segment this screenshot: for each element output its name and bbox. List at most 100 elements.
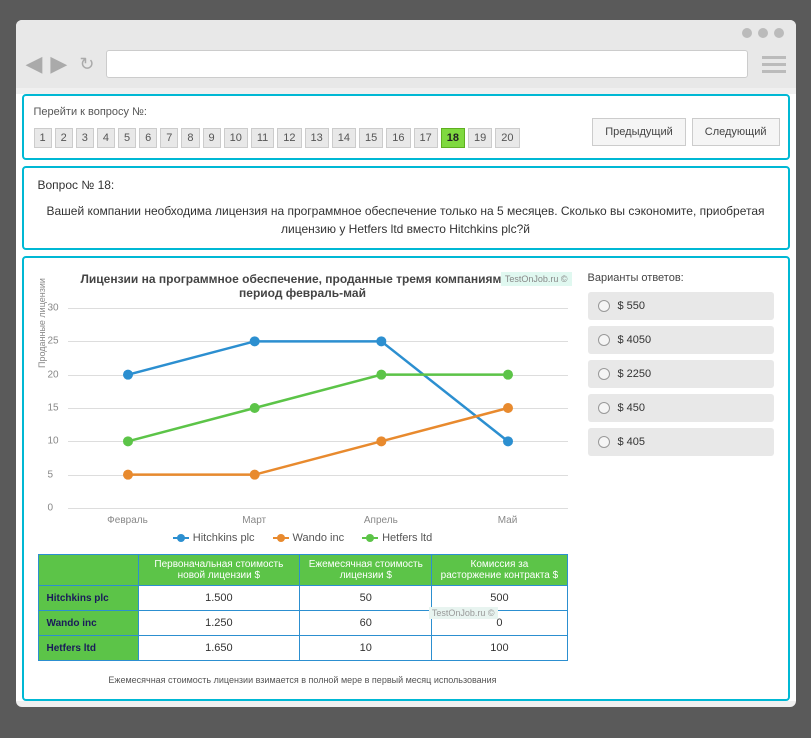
question-text: Вашей компании необходима лицензия на пр… <box>38 202 774 238</box>
row-label: Hitchkins plc <box>38 586 138 611</box>
table-header <box>38 555 138 586</box>
question-title: Вопрос № 18: <box>38 178 774 192</box>
table-cell: 10 <box>300 636 432 661</box>
radio-icon <box>598 436 610 448</box>
table-cell: 100 <box>432 636 567 661</box>
table-cell: 1.500 <box>138 586 300 611</box>
grid-line <box>68 508 568 509</box>
question-number[interactable]: 2 <box>55 128 73 148</box>
x-tick-label: Апрель <box>364 515 398 526</box>
y-tick-label: 10 <box>48 436 59 447</box>
answer-text: $ 2250 <box>618 368 652 380</box>
chart-legend: Hitchkins plc Wando inc Hetfers ltd <box>38 532 568 544</box>
y-tick-label: 30 <box>48 303 59 314</box>
y-tick-label: 25 <box>48 336 59 347</box>
nav-label: Перейти к вопросу №: <box>34 106 778 118</box>
question-number[interactable]: 15 <box>359 128 383 148</box>
question-number[interactable]: 11 <box>251 128 274 148</box>
legend-marker-icon <box>273 537 289 539</box>
answer-option[interactable]: $ 2250 <box>588 360 774 388</box>
window-dot[interactable] <box>742 28 752 38</box>
row-label: Wando inc <box>38 611 138 636</box>
table-cell: 1.250 <box>138 611 300 636</box>
question-number[interactable]: 3 <box>76 128 94 148</box>
question-number[interactable]: 6 <box>139 128 157 148</box>
question-number[interactable]: 13 <box>305 128 329 148</box>
answer-option[interactable]: $ 4050 <box>588 326 774 354</box>
question-number[interactable]: 19 <box>468 128 492 148</box>
question-panel: Вопрос № 18: Вашей компании необходима л… <box>22 166 790 250</box>
question-number[interactable]: 1 <box>34 128 52 148</box>
next-button[interactable]: Следующий <box>692 118 780 146</box>
watermark-badge: TestOnJob.ru © <box>429 607 498 619</box>
y-tick-label: 5 <box>48 469 54 480</box>
radio-icon <box>598 402 610 414</box>
question-number[interactable]: 5 <box>118 128 136 148</box>
browser-window: ◀ ▶ ↻ Перейти к вопросу №: 1234567891011… <box>16 20 796 707</box>
answer-option[interactable]: $ 550 <box>588 292 774 320</box>
question-number[interactable]: 12 <box>277 128 301 148</box>
radio-icon <box>598 334 610 346</box>
question-nav-panel: Перейти к вопросу №: 1234567891011121314… <box>22 94 790 160</box>
watermark-badge: TestOnJob.ru © <box>501 272 572 286</box>
radio-icon <box>598 300 610 312</box>
x-tick-label: Март <box>242 515 266 526</box>
question-number[interactable]: 8 <box>181 128 199 148</box>
y-axis-label: Проданные лицензии <box>37 278 47 368</box>
question-number[interactable]: 20 <box>495 128 519 148</box>
main-panel: TestOnJob.ru © Лицензии на программное о… <box>22 256 790 701</box>
question-number[interactable]: 17 <box>414 128 438 148</box>
forward-button[interactable]: ▶ <box>50 53 67 75</box>
legend-item: Hetfers ltd <box>362 532 432 544</box>
chart-column: TestOnJob.ru © Лицензии на программное о… <box>38 272 568 685</box>
table-cell: 50 <box>300 586 432 611</box>
menu-button[interactable] <box>762 56 786 73</box>
table-cell: 1.650 <box>138 636 300 661</box>
table-cell: 60 <box>300 611 432 636</box>
legend-marker-icon <box>173 537 189 539</box>
y-tick-label: 0 <box>48 503 54 514</box>
answer-text: $ 550 <box>618 300 646 312</box>
table-header: Первоначальная стоимость новой лицензии … <box>138 555 300 586</box>
table-row: Hetfers ltd1.65010100 <box>38 636 567 661</box>
line-chart: Проданные лицензии 051015202530ФевральМа… <box>68 308 568 508</box>
question-number[interactable]: 4 <box>97 128 115 148</box>
answer-option[interactable]: $ 405 <box>588 428 774 456</box>
back-button[interactable]: ◀ <box>26 53 43 75</box>
legend-item: Hitchkins plc <box>173 532 255 544</box>
answer-option[interactable]: $ 450 <box>588 394 774 422</box>
row-label: Hetfers ltd <box>38 636 138 661</box>
legend-label: Hitchkins plc <box>193 532 255 544</box>
radio-icon <box>598 368 610 380</box>
question-number[interactable]: 16 <box>386 128 410 148</box>
x-tick-label: Май <box>498 515 518 526</box>
window-dot[interactable] <box>758 28 768 38</box>
answers-column: Варианты ответов: $ 550 $ 4050 $ 2250 $ 450… <box>588 272 774 462</box>
answer-text: $ 450 <box>618 402 646 414</box>
chart-title: Лицензии на программное обеспечение, про… <box>38 272 568 300</box>
answers-label: Варианты ответов: <box>588 272 774 284</box>
answer-text: $ 405 <box>618 436 646 448</box>
legend-marker-icon <box>362 537 378 539</box>
legend-label: Wando inc <box>293 532 345 544</box>
url-input[interactable] <box>106 50 747 78</box>
window-dot[interactable] <box>774 28 784 38</box>
x-tick-label: Февраль <box>107 515 148 526</box>
legend-item: Wando inc <box>273 532 345 544</box>
question-number[interactable]: 7 <box>160 128 178 148</box>
refresh-button[interactable]: ↻ <box>79 54 94 75</box>
page-content: Перейти к вопросу №: 1234567891011121314… <box>16 94 796 701</box>
table-header: Ежемесячная стоимость лицензии $ <box>300 555 432 586</box>
question-number[interactable]: 14 <box>332 128 356 148</box>
legend-label: Hetfers ltd <box>382 532 432 544</box>
window-controls <box>16 20 796 46</box>
prev-button[interactable]: Предыдущий <box>592 118 685 146</box>
y-tick-label: 15 <box>48 403 59 414</box>
question-number[interactable]: 18 <box>441 128 465 148</box>
table-header: Комиссия за расторжение контракта $ <box>432 555 567 586</box>
table-footnote: Ежемесячная стоимость лицензии взимается… <box>38 675 568 685</box>
browser-toolbar: ◀ ▶ ↻ <box>16 46 796 88</box>
question-number[interactable]: 9 <box>203 128 221 148</box>
answer-text: $ 4050 <box>618 334 652 346</box>
question-number[interactable]: 10 <box>224 128 248 148</box>
